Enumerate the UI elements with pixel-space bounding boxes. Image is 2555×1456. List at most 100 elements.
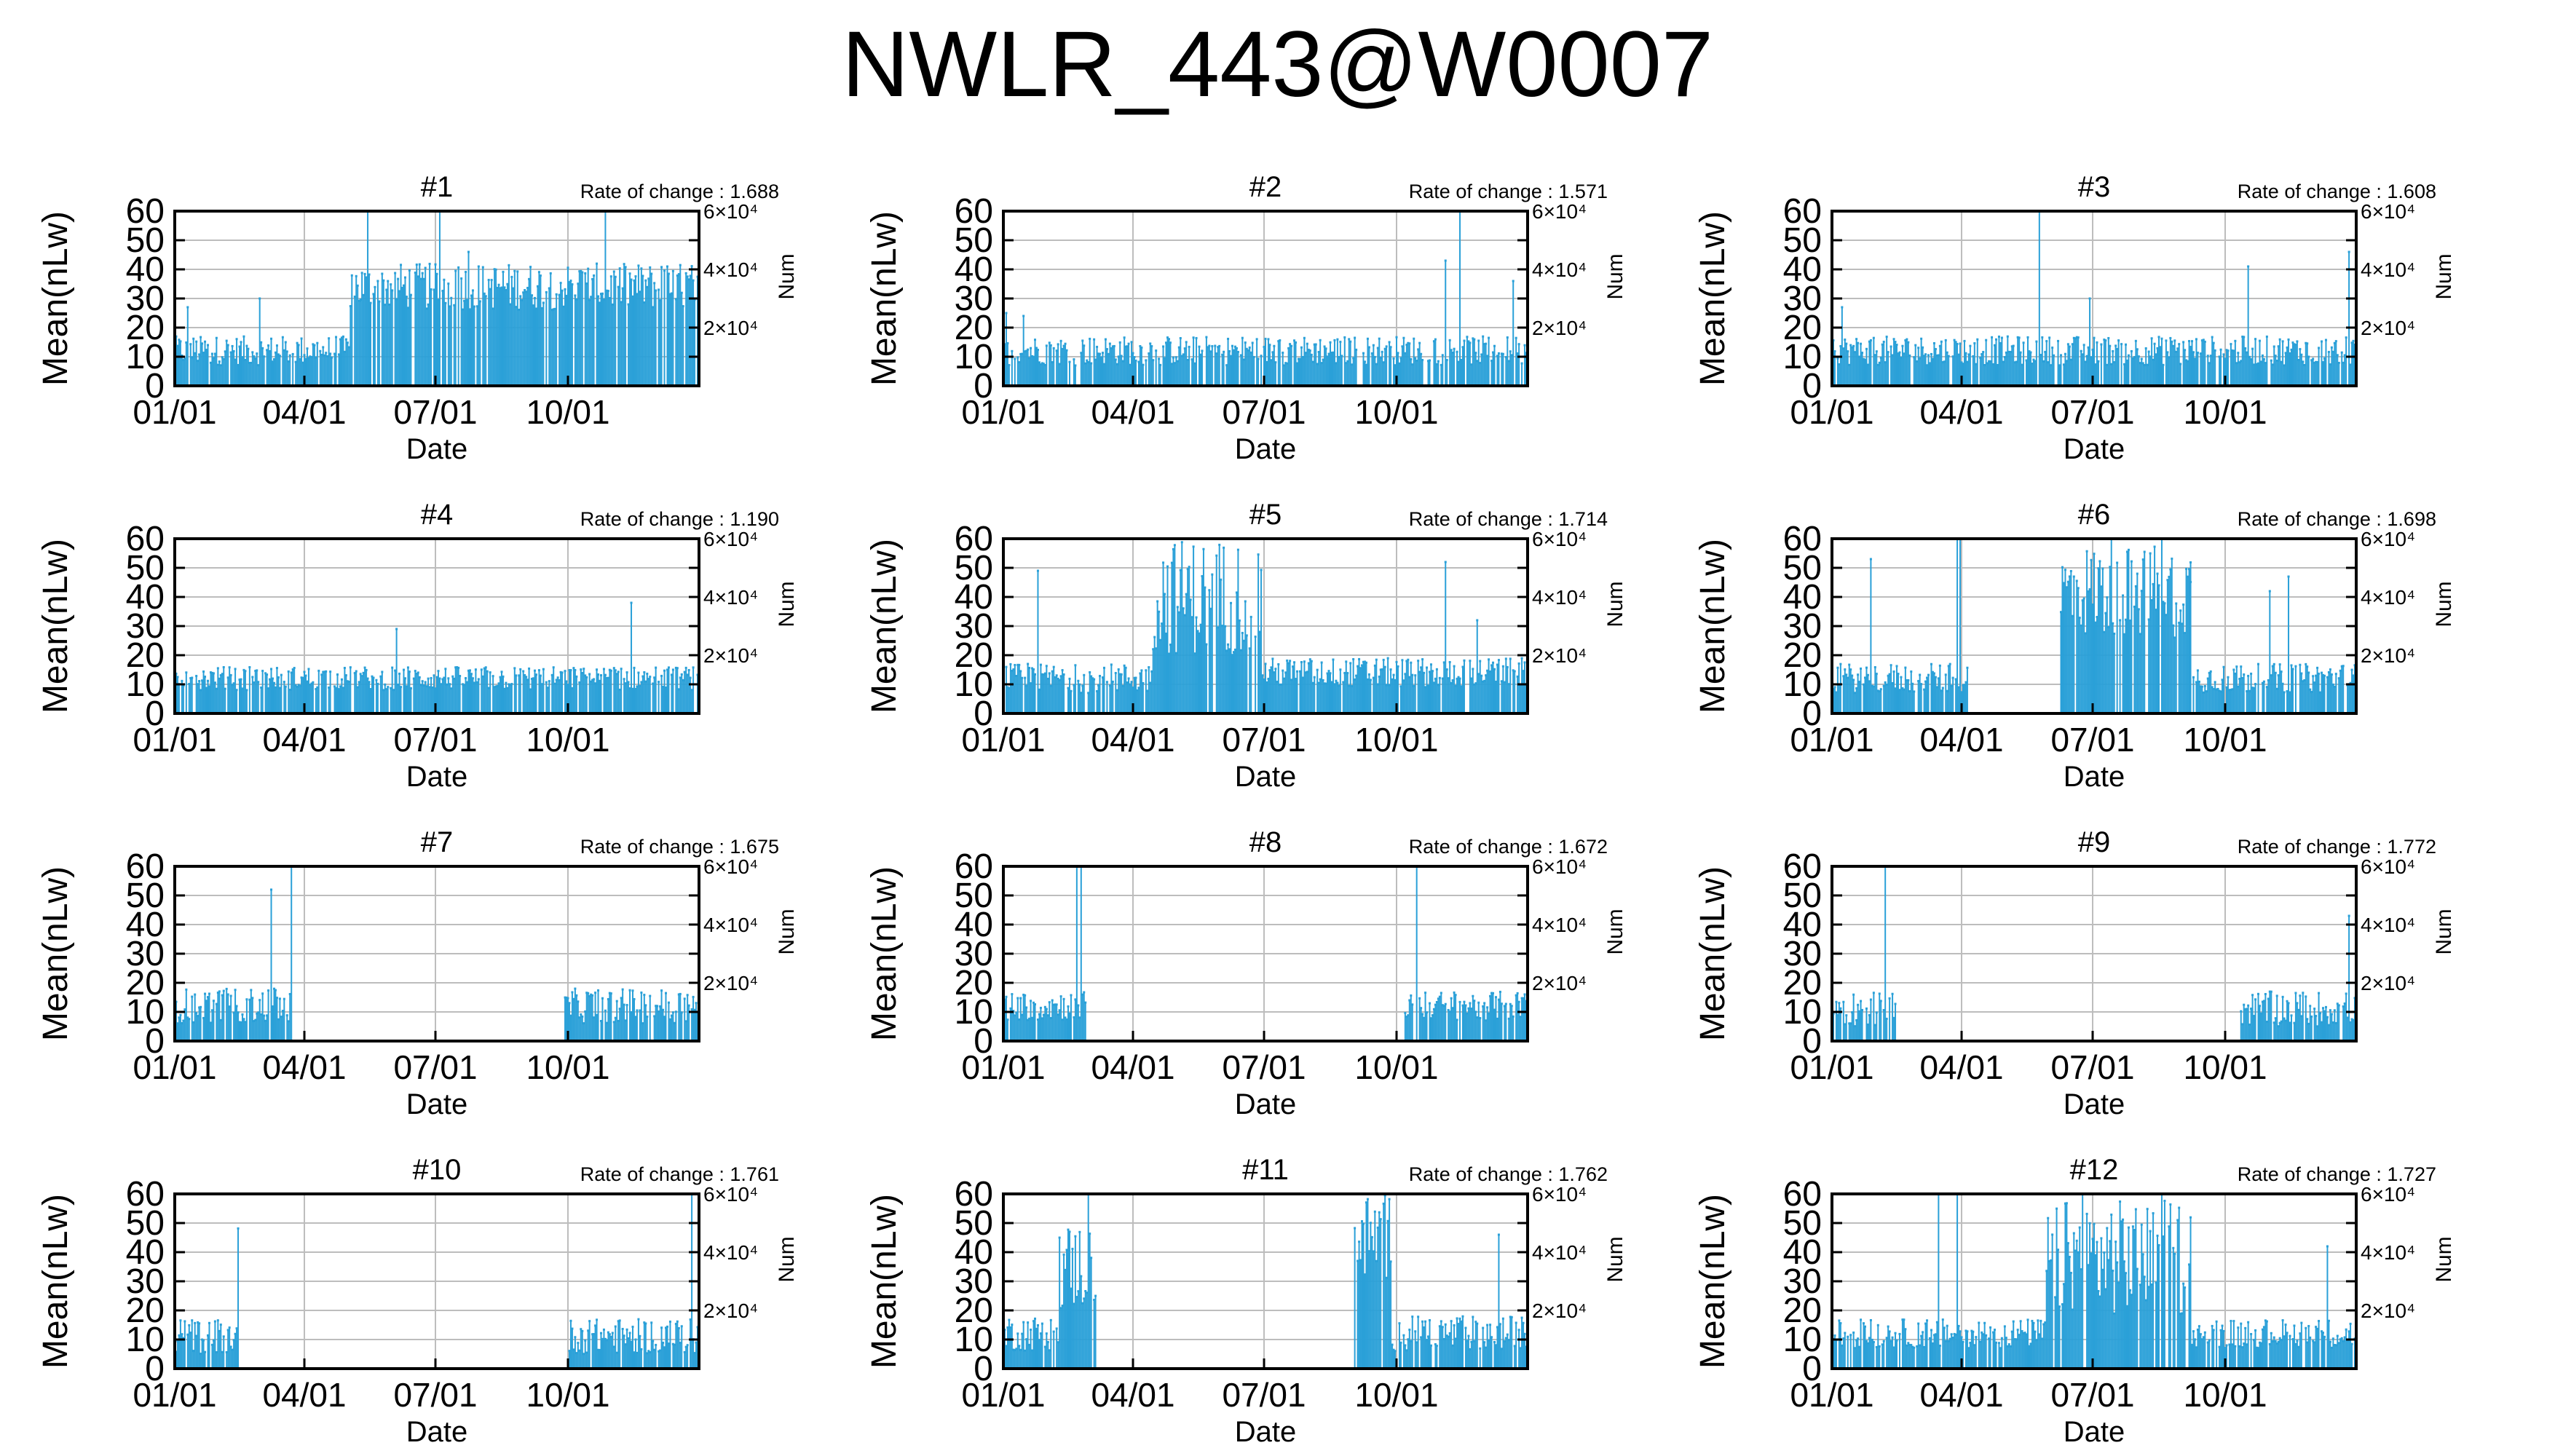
bar-cap [1473,683,1476,686]
bar-cap [2068,575,2071,578]
bar-cap [2068,345,2071,348]
x-tick-label: 01/01 [133,393,216,431]
bar-cap [639,684,641,687]
bar-cap [2000,336,2003,339]
bar-cap [320,353,323,356]
bar-cap [2227,349,2230,352]
bar-cap [1093,338,1096,341]
bar-cap [1959,342,1962,345]
bar-cap [2267,678,2270,681]
bar-cap [1395,336,1398,339]
bar-cap [1283,364,1286,367]
bar-cap [280,1016,283,1018]
bar-cap [1963,339,1966,342]
bar-cap [188,683,191,686]
bar-cap [1957,353,1960,356]
bar-cap [1156,600,1159,603]
bar-cap [2300,1015,2303,1018]
bar-cap [309,355,312,358]
bar-cap [1167,338,1170,341]
bar-cap [1437,997,1440,1000]
bar-cap [379,675,382,678]
bar-cap [1048,341,1051,344]
bar-cap [625,671,628,674]
bar-cap [605,289,608,292]
bar-cap [313,344,316,347]
bar-cap [1376,683,1379,686]
bar-cap [2088,588,2091,591]
bar-cap [1904,666,1907,669]
bar-cap [1038,1013,1040,1016]
bar-cap [1386,657,1389,660]
bar-cap [1343,336,1346,339]
bar-cap [237,363,240,366]
bar-cap [593,274,596,277]
bar-cap [1049,344,1052,347]
bar-cap [2097,360,2100,363]
bar-cap [2312,675,2315,678]
bar-cap [1032,668,1035,670]
bar-cap [2230,343,2232,346]
bar-cap [605,676,608,679]
bar-cap [631,687,634,690]
bar-cap [1199,353,1202,356]
bar-cap [612,667,615,670]
bar-cap [288,689,291,692]
bar-cap [2349,681,2352,684]
bar-cap [649,994,652,997]
bar-cap [251,997,254,1000]
bar-cap [526,287,529,290]
bar-cap [2026,336,2029,339]
bar-cap [241,356,244,359]
bar-cap [1872,992,1875,994]
bar-cap [692,279,695,282]
bar-cap [2343,354,2346,357]
bar-cap [1300,661,1303,664]
bar-cap [1838,1002,1841,1005]
bar-cap [2277,345,2280,348]
bar-cap [2081,353,2084,356]
bar-cap [1887,674,1889,677]
bar-cap [1348,684,1351,687]
y-tick-label: 50 [955,877,993,915]
bar-cap [250,362,253,365]
bar-cap [1424,686,1427,689]
bar-cap [1473,1000,1476,1002]
bar-cap [1389,668,1392,671]
bar-cap [2150,337,2153,340]
bar-cap [462,683,465,686]
bar-cap [1369,678,1372,681]
bar-cap [1242,639,1245,642]
bar-cap [2208,671,2211,674]
bar-cap [1096,689,1099,692]
bar-cap [1336,681,1339,684]
bar-cap [657,681,660,684]
bar-cap [1405,344,1408,347]
bar-cap [337,688,340,691]
bar-cap [1040,1017,1043,1020]
bar-cap [1114,671,1117,674]
bar-cap [666,265,668,268]
bar-cap [506,687,509,689]
y-tick-label: 60 [126,520,165,558]
bar-cap [1024,994,1027,997]
bar-cap [609,275,612,278]
bar-cap [1366,678,1369,681]
bar-cap [484,295,487,298]
bar-cap [1917,347,1920,349]
bar-cap [641,1022,644,1025]
bar-cap [668,1018,671,1021]
bar-cap [2060,611,2063,614]
bar-cap [1448,661,1451,664]
bar-cap [631,989,634,992]
bar-cap [1051,361,1054,364]
bar-cap [1415,360,1418,363]
bar-cap [1192,336,1195,339]
bar-cap [1392,357,1395,360]
bar-cap [602,298,605,301]
bar-cap [198,353,201,356]
bar-cap [272,1005,275,1008]
bar-cap [1408,676,1411,678]
bar-cap [2303,679,2306,682]
